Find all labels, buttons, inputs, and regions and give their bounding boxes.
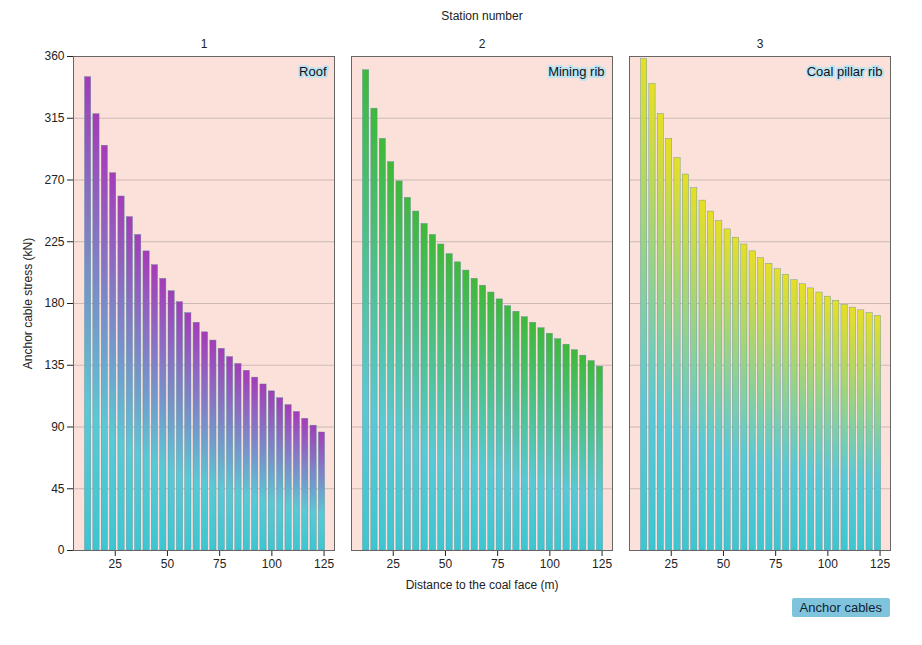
svg-text:Station number: Station number: [441, 9, 522, 23]
svg-text:75: 75: [769, 557, 783, 571]
svg-text:25: 25: [387, 557, 401, 571]
svg-text:90: 90: [51, 420, 65, 434]
svg-text:50: 50: [161, 557, 175, 571]
svg-text:100: 100: [540, 557, 560, 571]
svg-text:45: 45: [51, 482, 65, 496]
svg-text:75: 75: [491, 557, 505, 571]
svg-text:2: 2: [479, 37, 486, 51]
svg-text:315: 315: [44, 111, 64, 125]
svg-text:125: 125: [314, 557, 334, 571]
svg-text:125: 125: [870, 557, 890, 571]
svg-text:25: 25: [109, 557, 123, 571]
svg-text:Roof: Roof: [299, 64, 327, 79]
svg-text:135: 135: [44, 358, 64, 372]
svg-text:1: 1: [201, 37, 208, 51]
svg-text:50: 50: [717, 557, 731, 571]
svg-text:180: 180: [44, 296, 64, 310]
svg-text:Mining rib: Mining rib: [548, 64, 604, 79]
svg-text:50: 50: [439, 557, 453, 571]
svg-text:75: 75: [213, 557, 227, 571]
svg-text:100: 100: [262, 557, 282, 571]
svg-text:360: 360: [44, 49, 64, 63]
svg-text:Anchor cable stress (kN): Anchor cable stress (kN): [21, 238, 35, 369]
svg-text:25: 25: [665, 557, 679, 571]
svg-text:125: 125: [592, 557, 612, 571]
svg-text:0: 0: [58, 543, 65, 557]
svg-text:225: 225: [44, 235, 64, 249]
svg-text:270: 270: [44, 173, 64, 187]
svg-text:Distance to the coal face (m): Distance to the coal face (m): [406, 578, 559, 592]
svg-text:3: 3: [757, 37, 764, 51]
svg-text:Coal pillar rib: Coal pillar rib: [807, 64, 883, 79]
html-text:Anchor cables: Anchor cables: [799, 600, 882, 615]
svg-text:100: 100: [818, 557, 838, 571]
